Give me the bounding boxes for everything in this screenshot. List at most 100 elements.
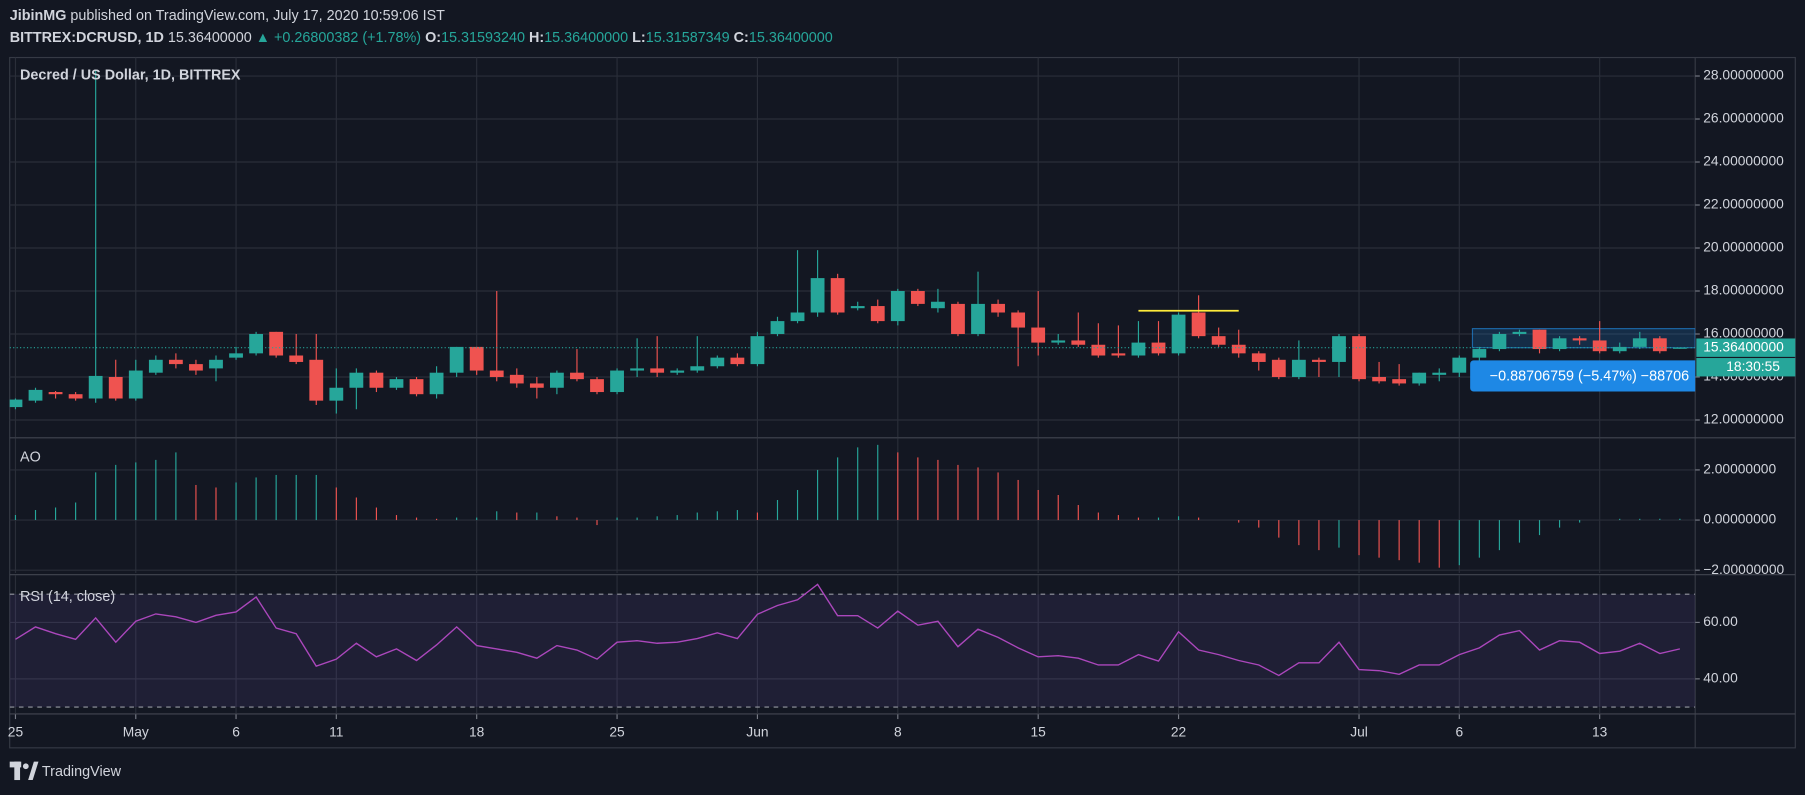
candle-body — [28, 389, 43, 401]
candle-body — [910, 291, 925, 304]
layer: 12.0000000014.0000000016.0000000018.0000… — [8, 57, 1796, 740]
candle-body — [931, 301, 945, 309]
pane-title: RSI (14, close) — [20, 589, 115, 605]
x-tick-label: 13 — [1592, 725, 1608, 740]
y-tick-label: 40.00 — [1703, 671, 1738, 686]
candle-body — [1672, 347, 1687, 349]
candle-body — [509, 374, 524, 384]
candle-body — [730, 357, 745, 365]
candle-body — [770, 321, 785, 334]
y-tick-label: 20.00000000 — [1703, 240, 1784, 255]
candle-body — [289, 355, 304, 362]
pane-title: AO — [20, 450, 41, 466]
logo — [9, 761, 39, 781]
candle-body — [429, 372, 444, 395]
rsi-band — [9, 594, 1696, 708]
candle-body — [1051, 340, 1066, 343]
candle-body — [1131, 342, 1146, 356]
candle-body — [850, 306, 865, 309]
candle-body — [690, 366, 705, 371]
candle-body — [108, 376, 123, 399]
ohlc-label: O: — [425, 30, 441, 46]
candle-body — [630, 368, 645, 371]
candle-body — [790, 312, 805, 322]
candle-body — [590, 379, 604, 393]
countdown-tag — [1696, 358, 1796, 377]
published: published on TradingView.com, July 17, 2… — [70, 8, 445, 24]
candle-body — [549, 372, 564, 388]
last: 15.36400000 — [168, 30, 252, 46]
candle-body — [88, 375, 103, 399]
x-tick-label: 25 — [8, 725, 24, 740]
change: ▲ +0.26800382 (+1.78%) — [256, 30, 421, 46]
candle-body — [710, 357, 725, 367]
candle-body — [1532, 329, 1547, 350]
y-tick-label: 16.00000000 — [1703, 326, 1784, 341]
candle-body — [890, 291, 905, 322]
ohlc-label: L: — [632, 30, 646, 46]
measure-label-group: −0.88706759 (−5.47%) −88706 — [1470, 360, 1696, 392]
candle-body — [1332, 336, 1346, 362]
measure-label-box — [1470, 360, 1696, 392]
candle-body — [189, 364, 203, 371]
x-tick-label: 6 — [1455, 725, 1463, 740]
y-tick-label: 0.00000000 — [1703, 512, 1776, 527]
candle-body — [1392, 379, 1407, 384]
candle-body — [529, 383, 544, 388]
candle-body — [309, 359, 324, 401]
y-tick-label: 2.00000000 — [1703, 462, 1776, 477]
candle-body — [489, 370, 504, 377]
y-tick-label: 24.00000000 — [1703, 154, 1784, 169]
candle-body — [1231, 344, 1246, 354]
candle-body — [1151, 342, 1166, 354]
candle-body — [1632, 338, 1647, 347]
ohlc-value: 15.31587349 — [646, 30, 730, 46]
symbol-line: BITTREX:DCRUSD, 1D 15.36400000 ▲ +0.2680… — [10, 30, 833, 46]
candle-body — [1111, 353, 1126, 356]
candle-body — [810, 278, 825, 313]
candle-body — [329, 387, 344, 401]
candle-body — [1512, 331, 1527, 334]
candle-body — [1271, 359, 1286, 377]
publish-line: JibinMG published on TradingView.com, Ju… — [10, 8, 445, 24]
ohlc-value: 15.36400000 — [544, 30, 628, 46]
candle-body — [1171, 314, 1186, 354]
candle-body — [449, 346, 464, 373]
measure-label: −0.88706759 (−5.47%) −88706 — [1490, 368, 1689, 384]
candle-body — [1572, 338, 1587, 341]
rsi-line — [15, 583, 1681, 677]
x-tick-label: Jun — [746, 725, 768, 740]
candle-body — [1472, 349, 1487, 358]
x-tick-label: 6 — [232, 725, 240, 740]
candle-body — [1552, 338, 1567, 350]
ohlc-value: 15.36400000 — [749, 30, 833, 46]
candle-body — [469, 346, 484, 371]
candle-body — [1652, 338, 1667, 352]
candle-body — [971, 303, 985, 334]
candle-body — [1191, 312, 1206, 337]
candle-body — [1211, 336, 1226, 345]
candle-body — [610, 370, 624, 393]
candle-body — [1492, 333, 1507, 350]
candle-body — [1372, 376, 1386, 382]
candle-body — [830, 278, 845, 313]
candle-body — [570, 372, 584, 380]
y-tick-label: 28.00000000 — [1703, 68, 1784, 83]
candle-body — [1452, 357, 1467, 373]
last-price-tag — [1696, 338, 1796, 357]
candle-body — [991, 303, 1005, 313]
candle-body — [1011, 312, 1026, 328]
author: JibinMG — [10, 8, 67, 24]
candle-body — [168, 359, 183, 365]
candle-body — [369, 372, 384, 388]
x-tick-label: Jul — [1350, 725, 1368, 740]
candle-body — [128, 370, 143, 399]
candle-body — [148, 359, 163, 373]
ohlc-value: 15.31593240 — [441, 30, 525, 46]
candle-body — [870, 306, 885, 322]
candle-body — [951, 303, 965, 334]
candle-body — [650, 368, 665, 373]
x-tick-label: 15 — [1030, 725, 1046, 740]
y-tick-label: 60.00 — [1703, 614, 1738, 629]
